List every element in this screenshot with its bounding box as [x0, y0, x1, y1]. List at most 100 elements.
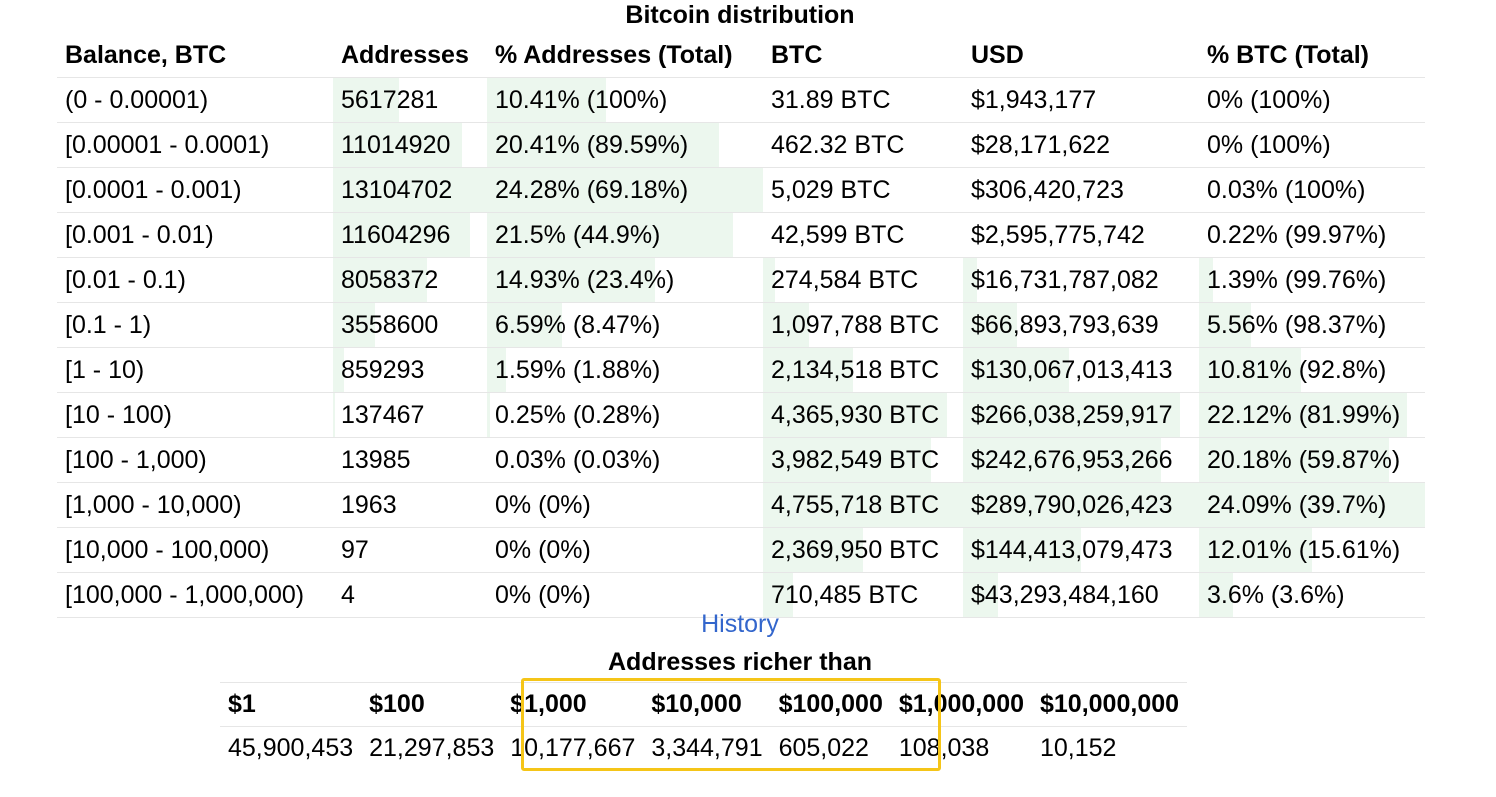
richer-header-1000000: $1,000,000: [890, 682, 1032, 727]
header-row: Balance, BTC Addresses % Addresses (Tota…: [57, 33, 1425, 78]
pct-addresses-cell: 0% (0%): [487, 527, 763, 573]
addresses-text: 5617281: [341, 85, 439, 114]
share-bar: [333, 393, 335, 437]
balance-cell: [100 - 1,000): [57, 437, 333, 483]
share-bar: [1199, 348, 1301, 392]
distribution-table: Balance, BTC Addresses % Addresses (Tota…: [57, 33, 1425, 618]
balance-text: [1 - 10): [65, 355, 145, 384]
richer-value-10000: 3,344,791: [643, 726, 771, 770]
richer-header-100000: $100,000: [770, 682, 891, 727]
addresses-text: 8058372: [341, 265, 439, 294]
btc-text: 4,365,930 BTC: [771, 400, 940, 429]
richer-values-row: 45,900,453 21,297,853 10,177,667 3,344,7…: [220, 726, 1188, 770]
usd-cell: $144,413,079,473: [963, 527, 1199, 573]
table-row: [100 - 1,000) 13985 0.03% (0.03%) 3,982,549…: [57, 437, 1425, 483]
balance-text: [10 - 100): [65, 400, 173, 429]
usd-cell: $43,293,484,160: [963, 572, 1199, 618]
share-bar: [333, 303, 375, 347]
usd-text: $2,595,775,742: [971, 220, 1145, 249]
share-bar: [487, 258, 656, 302]
share-bar: [763, 348, 853, 392]
share-bar: [763, 483, 963, 527]
share-bar: [963, 303, 1018, 347]
balance-cell: [10 - 100): [57, 392, 333, 438]
history-link[interactable]: History: [701, 610, 779, 638]
usd-cell: $2,595,775,742: [963, 212, 1199, 258]
addresses-cell: 137467: [333, 392, 487, 438]
share-bar: [963, 438, 1162, 482]
usd-text: $66,893,793,639: [971, 310, 1159, 339]
pct-btc-cell: 10.81% (92.8%): [1199, 347, 1425, 393]
btc-text: 462.32 BTC: [771, 130, 905, 159]
pct-addresses-text: 0% (0%): [495, 580, 591, 609]
usd-cell: $266,038,259,917: [963, 392, 1199, 438]
pct-addresses-text: 1.59% (1.88%): [495, 355, 661, 384]
balance-cell: [0.001 - 0.01): [57, 212, 333, 258]
share-bar: [763, 438, 931, 482]
header-btc: BTC: [763, 33, 963, 78]
addresses-text: 11604296: [341, 220, 451, 249]
btc-cell: 1,097,788 BTC: [763, 302, 963, 348]
usd-text: $43,293,484,160: [971, 580, 1159, 609]
table-row: [0.0001 - 0.001) 13104702 24.28% (69.18%) 5…: [57, 167, 1425, 213]
addresses-cell: 5617281: [333, 77, 487, 123]
richer-value-1: 45,900,453: [220, 726, 362, 770]
pct-btc-text: 22.12% (81.99%): [1207, 400, 1401, 429]
pct-btc-text: 10.81% (92.8%): [1207, 355, 1387, 384]
pct-btc-cell: 0.03% (100%): [1199, 167, 1425, 213]
balance-cell: [0.1 - 1): [57, 302, 333, 348]
addresses-cell: 13104702: [333, 167, 487, 213]
addresses-text: 13104702: [341, 175, 453, 204]
usd-cell: $1,943,177: [963, 77, 1199, 123]
table-row: [0.01 - 0.1) 8058372 14.93% (23.4%) 274,584…: [57, 257, 1425, 303]
usd-cell: $289,790,026,423: [963, 482, 1199, 528]
addresses-cell: 97: [333, 527, 487, 573]
pct-btc-text: 5.56% (98.37%): [1207, 310, 1387, 339]
share-bar: [333, 348, 344, 392]
usd-text: $1,943,177: [971, 85, 1097, 114]
btc-text: 5,029 BTC: [771, 175, 891, 204]
usd-text: $266,038,259,917: [971, 400, 1173, 429]
pct-btc-text: 0.22% (99.97%): [1207, 220, 1387, 249]
share-bar: [1199, 528, 1312, 572]
pct-addresses-cell: 6.59% (8.47%): [487, 302, 763, 348]
share-bar: [487, 123, 719, 167]
pct-btc-cell: 12.01% (15.61%): [1199, 527, 1425, 573]
balance-text: [0.0001 - 0.001): [65, 175, 242, 204]
usd-cell: $306,420,723: [963, 167, 1199, 213]
btc-cell: 4,365,930 BTC: [763, 392, 963, 438]
share-bar: [333, 123, 463, 167]
pct-addresses-cell: 24.28% (69.18%): [487, 167, 763, 213]
addresses-cell: 13985: [333, 437, 487, 483]
usd-text: $306,420,723: [971, 175, 1124, 204]
richer-value-100000: 605,022: [770, 726, 891, 770]
table-row: [0.001 - 0.01) 11604296 21.5% (44.9%) 42,59…: [57, 212, 1425, 258]
btc-text: 1,097,788 BTC: [771, 310, 940, 339]
btc-cell: 4,755,718 BTC: [763, 482, 963, 528]
addresses-cell: 4: [333, 572, 487, 618]
share-bar: [763, 258, 775, 302]
pct-btc-text: 12.01% (15.61%): [1207, 535, 1401, 564]
usd-cell: $16,731,787,082: [963, 257, 1199, 303]
btc-cell: 710,485 BTC: [763, 572, 963, 618]
pct-addresses-text: 0.03% (0.03%): [495, 445, 661, 474]
pct-addresses-text: 10.41% (100%): [495, 85, 668, 114]
usd-cell: $66,893,793,639: [963, 302, 1199, 348]
pct-addresses-text: 6.59% (8.47%): [495, 310, 661, 339]
header-pct-btc: % BTC (Total): [1199, 33, 1425, 78]
header-addresses: Addresses: [333, 33, 487, 78]
btc-text: 3,982,549 BTC: [771, 445, 940, 474]
richer-value-1000: 10,177,667: [502, 726, 644, 770]
share-bar: [333, 78, 400, 122]
addresses-text: 3558600: [341, 310, 439, 339]
richer-value-10000000: 10,152: [1032, 726, 1188, 770]
pct-btc-cell: 3.6% (3.6%): [1199, 572, 1425, 618]
share-bar: [963, 528, 1081, 572]
addresses-cell: 3558600: [333, 302, 487, 348]
usd-text: $144,413,079,473: [971, 535, 1173, 564]
pct-btc-text: 0.03% (100%): [1207, 175, 1366, 204]
share-bar: [1199, 393, 1407, 437]
balance-cell: [0.01 - 0.1): [57, 257, 333, 303]
pct-btc-cell: 0% (100%): [1199, 77, 1425, 123]
share-bar: [1199, 258, 1213, 302]
